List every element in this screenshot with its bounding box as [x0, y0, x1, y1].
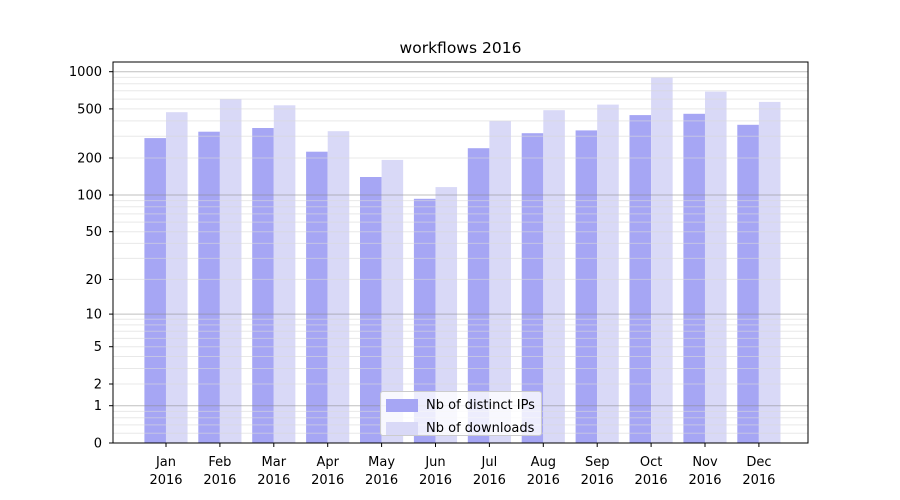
bar-nov-distinct-ips: [683, 113, 705, 444]
legend-label-downloads: Nb of downloads: [426, 421, 535, 436]
bar-may-downloads: [381, 159, 404, 443]
x-tick-label-month: Mar: [262, 455, 287, 470]
y-tick-label: 500: [77, 102, 102, 117]
bar-feb-distinct-ips: [198, 131, 220, 443]
y-tick-label: 1: [94, 399, 102, 414]
y-tick-label: 1000: [69, 65, 102, 80]
plot-border: [112, 61, 809, 444]
y-tick-label: 10: [85, 308, 102, 323]
x-tick-label-year: 2016: [581, 473, 614, 488]
bar-apr-downloads: [327, 131, 350, 443]
bar-dec-downloads: [758, 101, 781, 444]
bar-mar-distinct-ips: [252, 128, 274, 443]
x-tick-label-year: 2016: [527, 473, 560, 488]
bar-feb-downloads: [219, 99, 242, 443]
bar-aug-distinct-ips: [521, 133, 544, 443]
bar-apr-distinct-ips: [306, 151, 328, 443]
x-tick-label-month: Jun: [424, 455, 445, 470]
x-tick-label-month: Sep: [585, 455, 610, 470]
x-tick-label-month: Nov: [692, 455, 718, 470]
bar-mar-downloads: [273, 105, 296, 444]
legend-swatch-distinct-ips: [386, 399, 418, 412]
bar-sep-distinct-ips: [575, 130, 598, 443]
x-tick-label-month: Aug: [531, 455, 556, 470]
x-tick-label-month: Apr: [316, 455, 339, 470]
x-tick-label-year: 2016: [311, 473, 344, 488]
x-tick-label-year: 2016: [257, 473, 290, 488]
x-tick-label-year: 2016: [203, 473, 236, 488]
bar-aug-downloads: [543, 110, 565, 443]
x-tick-label-year: 2016: [473, 473, 506, 488]
x-tick-label-year: 2016: [688, 473, 721, 488]
bar-jan-downloads: [166, 112, 188, 443]
legend-swatch-downloads: [386, 422, 418, 435]
y-tick-label: 0: [94, 437, 102, 452]
x-tick-label-year: 2016: [742, 473, 775, 488]
legend: Nb of distinct IPs Nb of downloads: [380, 391, 542, 436]
y-tick-label: 50: [85, 225, 102, 240]
legend-label-distinct-ips: Nb of distinct IPs: [426, 398, 535, 413]
legend-item-downloads: Nb of downloads: [386, 419, 541, 438]
bar-dec-distinct-ips: [737, 124, 759, 444]
y-tick-label: 20: [85, 273, 102, 288]
bar-nov-downloads: [705, 91, 727, 443]
bar-jan-distinct-ips: [144, 138, 166, 443]
y-tick-label: 100: [77, 189, 102, 204]
legend-item-distinct-ips: Nb of distinct IPs: [386, 396, 541, 415]
x-tick-label-month: Dec: [746, 455, 771, 470]
bar-may-distinct-ips: [360, 177, 382, 443]
x-tick-label-month: Jul: [481, 455, 498, 470]
x-tick-label-year: 2016: [149, 473, 182, 488]
x-tick-label-year: 2016: [419, 473, 452, 488]
bar-jul-downloads: [489, 120, 511, 444]
bar-oct-downloads: [651, 77, 673, 443]
y-tick-label: 5: [94, 340, 102, 355]
y-tick-label: 2: [94, 378, 102, 393]
bar-sep-downloads: [597, 104, 619, 443]
x-tick-label-year: 2016: [635, 473, 668, 488]
x-tick-label-month: May: [368, 455, 395, 470]
chart-title: workflows 2016: [399, 39, 522, 57]
bar-jun-downloads: [435, 187, 458, 443]
x-tick-label-month: Oct: [640, 455, 662, 470]
x-tick-label-month: Feb: [208, 455, 231, 470]
x-tick-label-month: Jan: [155, 455, 176, 470]
x-tick-label-year: 2016: [365, 473, 398, 488]
bar-jun-distinct-ips: [413, 198, 436, 443]
y-tick-label: 200: [77, 152, 102, 167]
